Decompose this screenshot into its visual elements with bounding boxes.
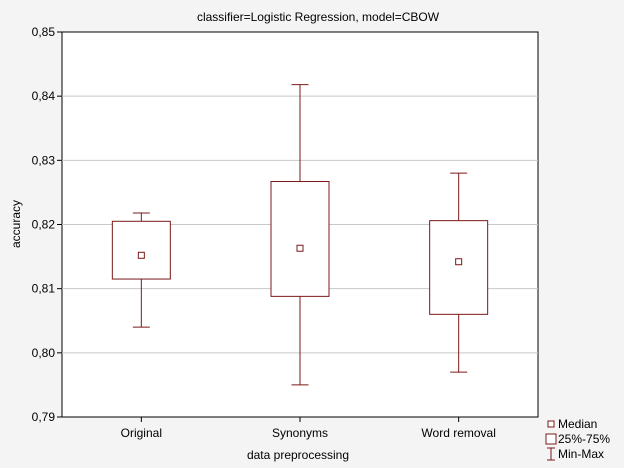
chart-title: classifier=Logistic Regression, model=CB… — [197, 10, 440, 24]
y-axis: 0,79 0,80 0,81 0,82 0,83 0,84 0,85 — [32, 25, 62, 424]
x-axis-label: data preprocessing — [247, 448, 349, 462]
legend-median-swatch — [547, 420, 555, 428]
legend-label: Min-Max — [558, 447, 604, 461]
y-tick-label: 0,84 — [32, 89, 56, 103]
iqr-box — [429, 220, 489, 315]
legend-label: 25%-75% — [558, 432, 610, 446]
x-tick-label: Original — [121, 426, 162, 440]
box-2 — [270, 84, 330, 386]
x-tick-label: Word removal — [421, 426, 495, 440]
box-1 — [111, 212, 171, 328]
iqr-box — [270, 181, 330, 297]
y-tick-label: 0,82 — [32, 218, 56, 232]
median-marker — [137, 251, 145, 259]
x-tick-label: Synonyms — [272, 426, 328, 440]
y-tick-label: 0,81 — [32, 282, 56, 296]
y-axis-label: accuracy — [9, 200, 23, 248]
median-marker — [455, 258, 463, 266]
legend-label: Median — [558, 417, 597, 431]
box-3 — [429, 172, 489, 373]
iqr-box — [111, 220, 171, 280]
y-tick-label: 0,85 — [32, 25, 56, 39]
boxes — [111, 84, 489, 386]
y-tick-label: 0,80 — [32, 346, 56, 360]
legend-box-swatch — [545, 433, 557, 445]
median-marker — [296, 244, 304, 252]
x-axis: Original Synonyms Word removal — [121, 417, 496, 440]
y-tick-label: 0,79 — [32, 410, 56, 424]
y-tick-label: 0,83 — [32, 153, 56, 167]
